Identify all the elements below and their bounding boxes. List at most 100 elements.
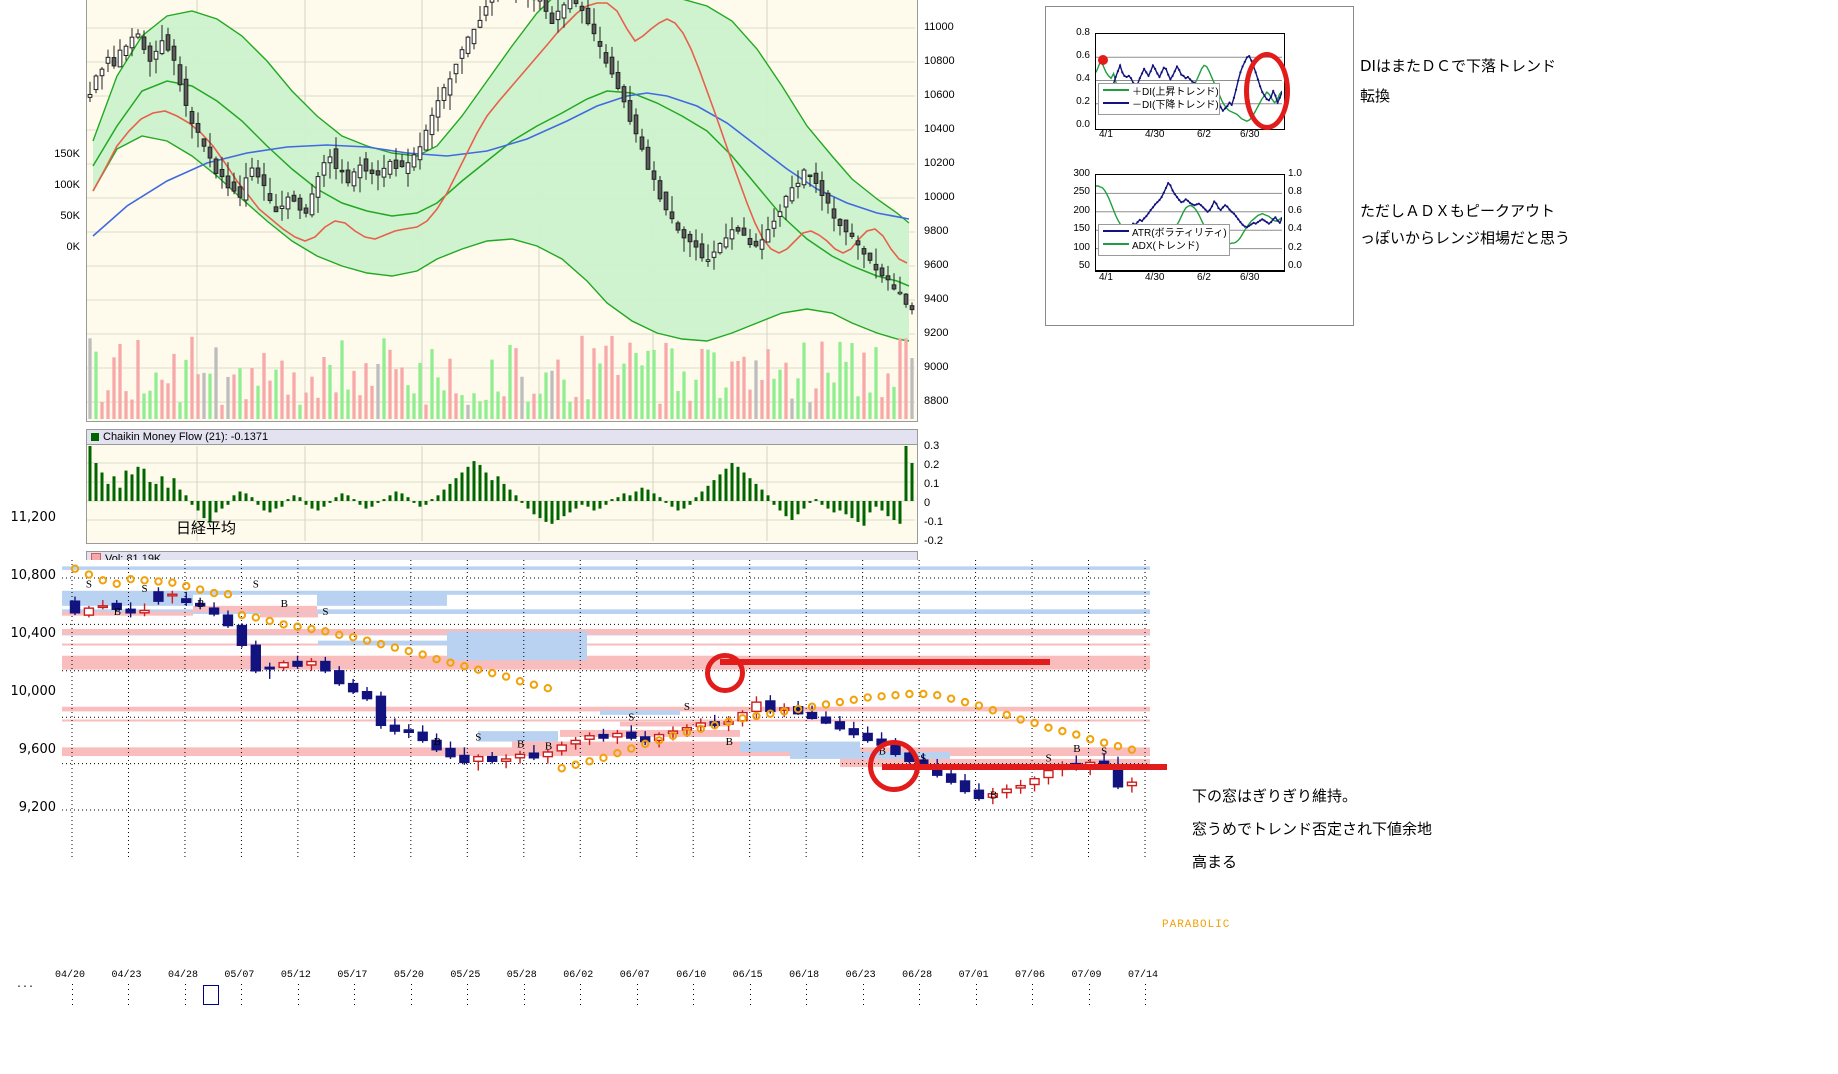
- x-tick-label: 06/15: [732, 970, 763, 981]
- axis-tick-label: 50: [1078, 260, 1090, 271]
- x-tick-dots: [241, 984, 243, 1006]
- axis-tick-label: 0.2: [1076, 96, 1090, 107]
- x-tick-dots: [523, 984, 525, 1006]
- bottom-y-axis: 11,200 10,800 10,400 10,000 9,600 9,200: [0, 510, 62, 980]
- x-tick-dots: [580, 984, 582, 1006]
- dmi-highlight-ellipse: [1098, 55, 1108, 65]
- x-tick-dots: [806, 984, 808, 1006]
- axis-tick-label: 0.3: [924, 440, 940, 452]
- x-tick-label: 07/01: [958, 970, 989, 981]
- legend-line-green: [1103, 243, 1129, 245]
- x-tick-label: 05/12: [280, 970, 311, 981]
- svg-text:S: S: [1101, 745, 1107, 757]
- x-tick-dots: [354, 984, 356, 1006]
- svg-text:S: S: [322, 606, 328, 618]
- axis-tick-label: 9000: [924, 361, 949, 373]
- x-tick-dots: [467, 984, 469, 1006]
- x-tick-label: 06/28: [902, 970, 933, 981]
- support-line-lower: [882, 764, 1167, 770]
- x-tick-label: 4/30: [1145, 272, 1165, 283]
- x-tick-label: 6/2: [1197, 129, 1211, 140]
- axis-tick-label: 150: [1073, 223, 1090, 234]
- x-tick-label: 06/10: [676, 970, 707, 981]
- svg-text:B: B: [517, 738, 524, 750]
- chaikin-money-flow-panel: Chaikin Money Flow (21): -0.1371: [86, 429, 918, 544]
- axis-tick-label: 100: [1073, 242, 1090, 253]
- atr-adx-x-axis: 4/1 4/30 6/2 6/30: [1095, 272, 1285, 288]
- svg-text:B: B: [545, 741, 552, 753]
- legend-label: ATR(ボラティリティ): [1132, 228, 1227, 239]
- x-tick-label: 04/23: [111, 970, 142, 981]
- atr-adx-plot: [1095, 174, 1285, 272]
- axis-tick-label: 0.2: [1288, 242, 1302, 253]
- axis-tick-label: 10,000: [10, 684, 57, 699]
- legend-line-blue: [1103, 102, 1129, 104]
- cmf-bars: [87, 446, 915, 541]
- legend-entry-adx: ADX(トレンド): [1103, 240, 1225, 253]
- x-tick-dots: [297, 984, 299, 1006]
- x-tick-label: 06/18: [789, 970, 820, 981]
- axis-tick-label: 1.0: [1288, 168, 1302, 179]
- price-panel: [86, 0, 918, 422]
- axis-tick-label: 100K: [54, 179, 80, 191]
- axis-tick-label: 300: [1073, 168, 1090, 179]
- axis-tick-label: 10400: [924, 123, 955, 135]
- x-tick-label: 6/2: [1197, 272, 1211, 283]
- x-tick-dots: [636, 984, 638, 1006]
- date-cursor-marker[interactable]: [203, 985, 219, 1005]
- axis-tick-label: 0.1: [924, 478, 940, 490]
- x-tick-dots: [72, 984, 73, 1006]
- legend-entry-pdi: ＋DI(上昇トレンド): [1103, 86, 1219, 99]
- svg-text:S: S: [684, 701, 690, 713]
- svg-text:S: S: [920, 752, 926, 764]
- axis-tick-label: 250: [1073, 186, 1090, 197]
- legend-line-green: [1103, 89, 1129, 91]
- dmi-note-line-1: DIはまたＤＣで下落トレンド: [1360, 57, 1556, 75]
- x-tick-label: 06/23: [845, 970, 876, 981]
- top-candlestick-chart: 11400 11200 11000 10800 10600 10400 1020…: [0, 0, 955, 672]
- axis-tick-label: 11,200: [10, 510, 57, 525]
- bottom-note-line-3: 高まる: [1192, 853, 1238, 871]
- legend-label: ADX(トレンド): [1132, 241, 1200, 252]
- x-tick-dots: [1088, 984, 1090, 1006]
- bottom-note-line-1: 下の窓はぎりぎり維持。: [1192, 787, 1358, 805]
- axis-tick-label: 50K: [60, 210, 80, 222]
- axis-tick-label: 10,400: [10, 626, 57, 641]
- signal-circle-lower: [868, 740, 920, 792]
- axis-tick-label: 0.6: [1288, 205, 1302, 216]
- dmi-upper-x-axis: 4/1 4/30 6/2 6/30: [1095, 129, 1285, 145]
- x-tick-label: 05/17: [337, 970, 368, 981]
- x-tick-dots: [128, 984, 130, 1006]
- x-tick-label: 07/06: [1015, 970, 1046, 981]
- x-tick-label: 04/20: [55, 970, 86, 981]
- legend-line-blue: [1103, 230, 1129, 232]
- dmi-note-line-2: 転換: [1360, 87, 1391, 105]
- x-tick-label: 04/28: [167, 970, 198, 981]
- x-tick-dots: [184, 984, 186, 1006]
- svg-text:B: B: [114, 606, 121, 618]
- axis-tick-label: 0.0: [1288, 260, 1302, 271]
- x-tick-dots: [1032, 984, 1034, 1006]
- axis-tick-label: 0.8: [1288, 186, 1302, 197]
- axis-tick-label: 10600: [924, 89, 955, 101]
- legend-label: －DI(下降トレンド): [1132, 100, 1219, 111]
- legend-entry-atr: ATR(ボラティリティ): [1103, 227, 1227, 240]
- x-tick-label: 4/30: [1145, 129, 1165, 140]
- dmi-upper-y-axis: 0.8 0.6 0.4 0.2 0.0: [1052, 27, 1092, 132]
- svg-text:S: S: [86, 578, 92, 590]
- axis-tick-label: 150K: [54, 148, 80, 160]
- x-tick-dots: [975, 984, 977, 1006]
- nikkei-average-label: 日経平均: [176, 519, 237, 537]
- axis-tick-label: -0.2: [924, 535, 943, 547]
- axis-tick-label: 0K: [66, 241, 80, 253]
- x-axis-ellipsis: ...: [16, 980, 35, 991]
- cmf-title-text: Chaikin Money Flow (21): -0.1371: [103, 431, 269, 443]
- signal-circle-upper: [705, 653, 745, 693]
- x-tick-label: 07/09: [1071, 970, 1102, 981]
- axis-tick-label: 9200: [924, 327, 949, 339]
- adx-note-line-1: ただしＡＤＸもピークアウト: [1360, 202, 1556, 220]
- legend-entry-mdi: －DI(下降トレンド): [1103, 99, 1219, 112]
- x-tick-label: 06/07: [619, 970, 650, 981]
- volume-axis-left: 150K 100K 50K 0K: [40, 140, 84, 420]
